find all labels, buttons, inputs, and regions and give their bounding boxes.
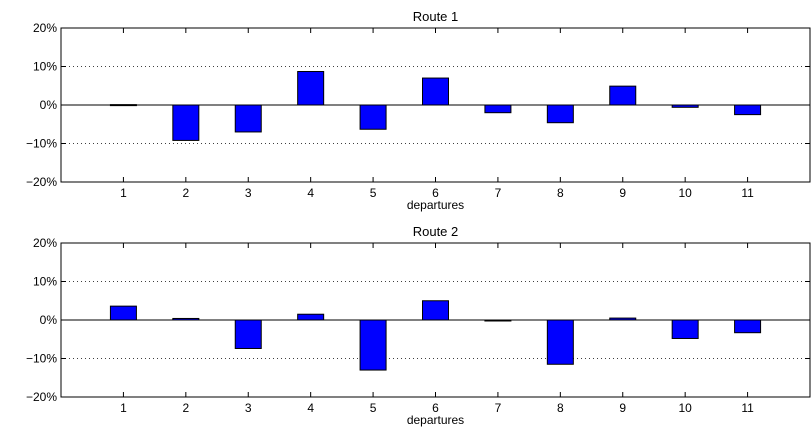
x-tick-label: 8 bbox=[557, 401, 564, 415]
x-tick-label: 11 bbox=[741, 401, 754, 415]
chart-title: Route 2 bbox=[413, 224, 459, 239]
bar-3 bbox=[234, 319, 262, 349]
x-tick-label: 3 bbox=[245, 401, 252, 415]
subplot-route-2: 20% 10% 0% −10% −20% 1 2 3 4 5 6 7 8 9 10 11 Route 2 depa… bbox=[26, 224, 811, 427]
bar-9 bbox=[609, 85, 637, 106]
x-tick-label: 9 bbox=[619, 186, 626, 200]
bar-5 bbox=[359, 104, 387, 130]
x-tick-label: 3 bbox=[245, 186, 252, 200]
y-tick-label: 0% bbox=[40, 98, 58, 112]
bar-2 bbox=[172, 104, 200, 141]
bar-4 bbox=[297, 71, 325, 106]
y-tick-label: −20% bbox=[26, 390, 57, 404]
x-tick-label: 6 bbox=[432, 401, 439, 415]
x-axis-label: departures bbox=[407, 413, 464, 427]
chart-title: Route 1 bbox=[413, 9, 459, 24]
x-tick-label: 8 bbox=[557, 186, 564, 200]
x-tick-label: 2 bbox=[182, 186, 189, 200]
x-axis-label: departures bbox=[407, 198, 464, 212]
y-tick-label: 10% bbox=[33, 275, 57, 289]
bar-3 bbox=[234, 104, 262, 133]
bar-1 bbox=[109, 305, 137, 321]
x-tick-label: 2 bbox=[182, 401, 189, 415]
x-tick-label: 1 bbox=[120, 401, 127, 415]
x-tick-label: 1 bbox=[120, 186, 127, 200]
x-tick-label: 10 bbox=[678, 186, 692, 200]
bar-6 bbox=[422, 77, 449, 106]
x-tick-label: 7 bbox=[495, 401, 502, 415]
x-tick-label: 4 bbox=[307, 401, 314, 415]
y-tick-label: 10% bbox=[33, 60, 57, 74]
y-tick-label: −20% bbox=[26, 175, 57, 189]
x-tick-label: 5 bbox=[370, 401, 377, 415]
subplot-route-1: 20% 10% 0% −10% −20% 1 2 3 4 5 6 7 8 9 10 11 Route 1 depa… bbox=[26, 9, 811, 212]
bar-11 bbox=[734, 104, 762, 116]
x-tick-label: 7 bbox=[495, 186, 502, 200]
bar-6 bbox=[422, 300, 449, 321]
x-tick-label: 4 bbox=[307, 186, 314, 200]
bar-8 bbox=[546, 319, 574, 365]
bar-7 bbox=[484, 104, 512, 114]
x-tick-label: 6 bbox=[432, 186, 439, 200]
x-tick-label: 10 bbox=[678, 401, 692, 415]
bar-4 bbox=[297, 313, 325, 321]
x-tick-label: 11 bbox=[741, 186, 754, 200]
bar-10 bbox=[671, 319, 699, 339]
y-tick-label: 20% bbox=[33, 236, 57, 250]
bar-5 bbox=[359, 319, 387, 371]
x-tick-label: 5 bbox=[370, 186, 377, 200]
bar-8 bbox=[546, 104, 574, 124]
x-tick-label: 9 bbox=[619, 401, 626, 415]
y-tick-label: 0% bbox=[40, 313, 58, 327]
y-tick-label: −10% bbox=[26, 137, 57, 151]
bar-11 bbox=[734, 319, 762, 334]
y-tick-label: 20% bbox=[33, 21, 57, 35]
y-tick-label: −10% bbox=[26, 352, 57, 366]
